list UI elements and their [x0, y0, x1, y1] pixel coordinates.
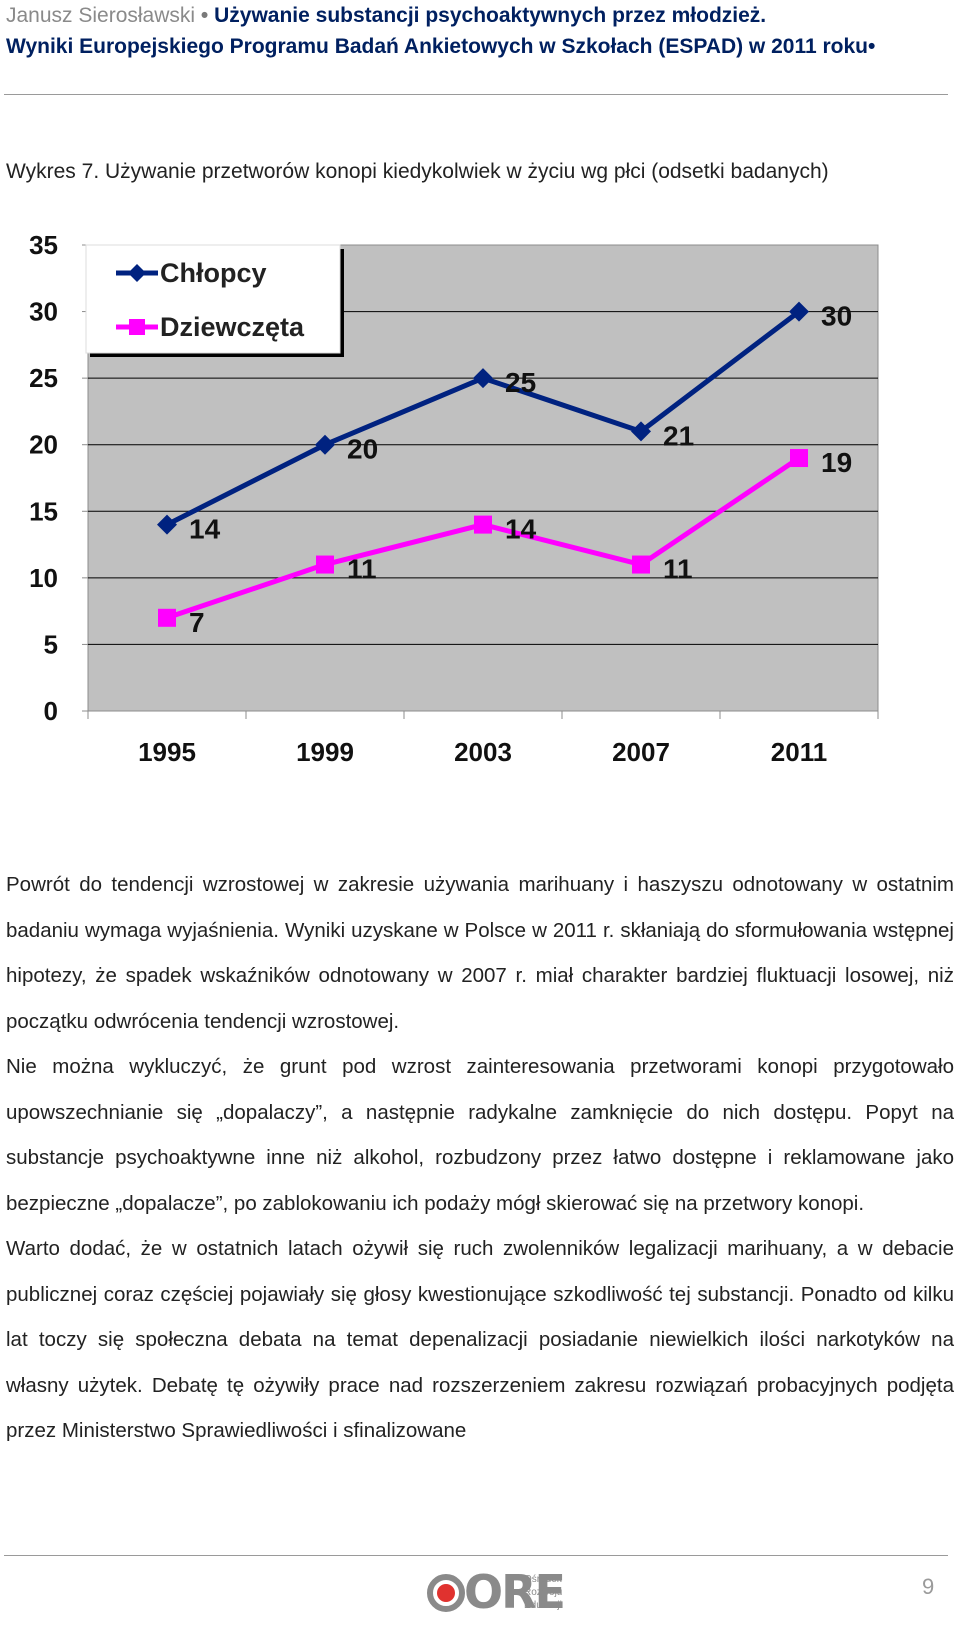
x-tick-label: 2011 [771, 737, 827, 767]
data-point-square [474, 515, 492, 534]
data-label: 11 [663, 554, 693, 585]
data-point-square [632, 555, 650, 574]
data-label: 14 [189, 514, 221, 545]
data-label: 19 [821, 447, 852, 478]
y-tick-label: 25 [29, 363, 58, 393]
body-paragraph-3: Warto dodać, że w ostatnich latach ożywi… [6, 1237, 954, 1442]
y-tick-label: 0 [44, 696, 58, 726]
body-paragraph-2: Nie można wykluczyć, że grunt pod wzrost… [6, 1055, 954, 1215]
data-point-diamond [315, 434, 335, 455]
legend-label: Dziewczęta [160, 312, 305, 342]
chart-legend: Chłopcy Dziewczęta [85, 244, 344, 357]
ore-logo-sub-2: Rozwoju [524, 1587, 563, 1598]
x-tick-label: 1999 [296, 737, 354, 767]
data-label: 7 [189, 607, 205, 638]
ore-logo-sub-1: Ośrodek [524, 1574, 562, 1585]
y-tick-label: 20 [29, 430, 58, 460]
header-line-1: Janusz Sierosławski • Używanie substancj… [6, 0, 946, 31]
y-tick-label: 5 [44, 629, 58, 659]
legend-label: Chłopcy [160, 258, 267, 288]
x-tick-label: 1995 [138, 737, 196, 767]
body-text: Powrót do tendencji wzrostowej w zakresi… [6, 862, 954, 1454]
y-tick-label: 30 [29, 297, 58, 327]
data-label: 30 [821, 301, 852, 332]
legend-marker-diamond [128, 264, 146, 282]
header-bullet: • [200, 4, 209, 27]
ore-logo: ORE Ośrodek Rozwoju Edukacji [424, 1565, 584, 1621]
data-point-diamond [157, 514, 177, 535]
data-point-diamond [473, 368, 493, 389]
data-point-square [316, 555, 334, 574]
data-label: 21 [663, 420, 694, 451]
chart-series-layer [157, 301, 809, 627]
ore-logo-subtitle: Ośrodek Rozwoju Edukacji [524, 1573, 562, 1612]
x-tick-label: 2003 [454, 737, 512, 767]
y-tick-label: 10 [29, 563, 58, 593]
data-point-diamond [789, 301, 809, 322]
ore-logo-mark-icon [427, 1574, 465, 1612]
x-tick-label: 2007 [612, 737, 670, 767]
legend-marker-square [129, 319, 145, 335]
data-label: 14 [505, 514, 537, 545]
line-chart: 0 5 10 15 20 25 30 35 1995 1999 2003 2007 2011 14 20 2… [29, 230, 879, 767]
data-point-square [158, 608, 176, 627]
data-label: 11 [347, 554, 377, 585]
data-label: 20 [347, 434, 378, 465]
header-author: Janusz Sierosławski [6, 4, 196, 27]
legend-box [85, 244, 341, 354]
running-header: Janusz Sierosławski • Używanie substancj… [6, 0, 946, 62]
page-number: 9 [922, 1574, 935, 1599]
ore-logo-sub-3: Edukacji [524, 1600, 562, 1611]
header-trailing-bullet: • [868, 35, 876, 58]
ore-logo-word: ORE [464, 1565, 566, 1619]
header-title-part2: Wyniki Europejskiego Programu Badań Anki… [6, 35, 869, 58]
data-label: 25 [505, 367, 536, 398]
data-point-diamond [631, 421, 651, 442]
body-paragraph-1: Powrót do tendencji wzrostowej w zakresi… [6, 873, 954, 1033]
chart-data-labels: 14 20 25 21 30 7 11 14 11 19 [189, 301, 852, 638]
footer-rule [4, 1555, 948, 1556]
header-line-2: Wyniki Europejskiego Programu Badań Anki… [6, 31, 946, 62]
header-title-part1: Używanie substancji psychoaktywnych prze… [214, 4, 767, 27]
data-point-square [790, 449, 808, 468]
header-rule [4, 94, 948, 95]
y-tick-label: 15 [29, 496, 58, 526]
y-tick-label: 35 [29, 230, 58, 260]
figure-caption: Wykres 7. Używanie przetworów konopi kie… [6, 160, 829, 183]
